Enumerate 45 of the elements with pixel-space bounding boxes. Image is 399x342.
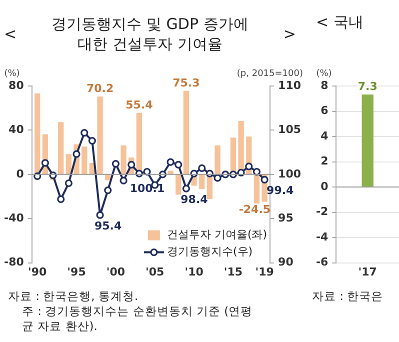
chart-title: < 국내 xyxy=(316,12,364,32)
x-tick-label: '15 xyxy=(224,265,243,278)
y2-tick-label: 100 xyxy=(278,167,302,180)
x-tick-label: '95 xyxy=(67,265,86,278)
y-tick-label: 4 xyxy=(320,129,329,142)
y-tick-label: 2 xyxy=(320,154,328,168)
y2-axis-title: (p, 2015=100) xyxy=(236,68,303,79)
data-label: 99.4 xyxy=(266,184,294,198)
y-tick-label: -4 xyxy=(316,230,329,244)
y-axis-title: (%) xyxy=(316,68,332,79)
x-tick-label: '19 xyxy=(255,265,274,278)
x-tick-label: '17 xyxy=(358,265,377,278)
y-tick-label: -6 xyxy=(316,256,329,269)
data-label: 7.3 xyxy=(358,80,378,94)
y-tick-label: 40 xyxy=(8,123,24,136)
y-axis-title: (%) xyxy=(4,68,20,79)
y-tick-label: 0 xyxy=(16,167,24,180)
data-label: 70.2 xyxy=(86,82,114,96)
y2-tick-label: 105 xyxy=(278,123,302,136)
x-tick-label: '90 xyxy=(28,265,48,278)
text: 자료 : 한국은행, 통계청. xyxy=(8,289,140,304)
y-tick-label: 6 xyxy=(320,104,329,118)
y2-tick-label: 95 xyxy=(278,211,294,224)
y-tick-label: 0 xyxy=(320,180,329,193)
data-label: 100.1 xyxy=(130,182,165,195)
legend-label: 건설투자 기여율(좌) xyxy=(166,228,268,242)
text: 주 : 경기동행지수는 순환변동치 기준 (연평균 자료 환산). xyxy=(21,304,254,334)
data-label: -24.5 xyxy=(238,202,271,216)
data-label: 55.4 xyxy=(126,98,154,112)
y-tick-label: 80 xyxy=(8,78,24,92)
y2-tick-label: 110 xyxy=(278,78,302,92)
x-tick-label: '00 xyxy=(106,265,126,278)
y-tick-label: 8 xyxy=(320,78,328,92)
y-tick-label: -2 xyxy=(316,205,328,218)
data-label: 98.4 xyxy=(180,192,208,206)
data-label: 75.3 xyxy=(172,76,200,90)
y-tick-label: -40 xyxy=(4,211,24,224)
x-tick-label: '05 xyxy=(146,265,164,278)
text: 자료 : 한국은 xyxy=(312,289,384,304)
legend-label: 경기동행지수(우) xyxy=(166,245,253,258)
x-tick-label: '10 xyxy=(184,265,204,278)
y2-tick-label: 90 xyxy=(278,256,294,269)
data-label: 95.4 xyxy=(94,219,122,232)
chart-title: < 경기동행지수 및 GDP 증가에 대한 건설투자 기여율 > xyxy=(4,15,296,53)
y-tick-label: -80 xyxy=(4,256,24,269)
